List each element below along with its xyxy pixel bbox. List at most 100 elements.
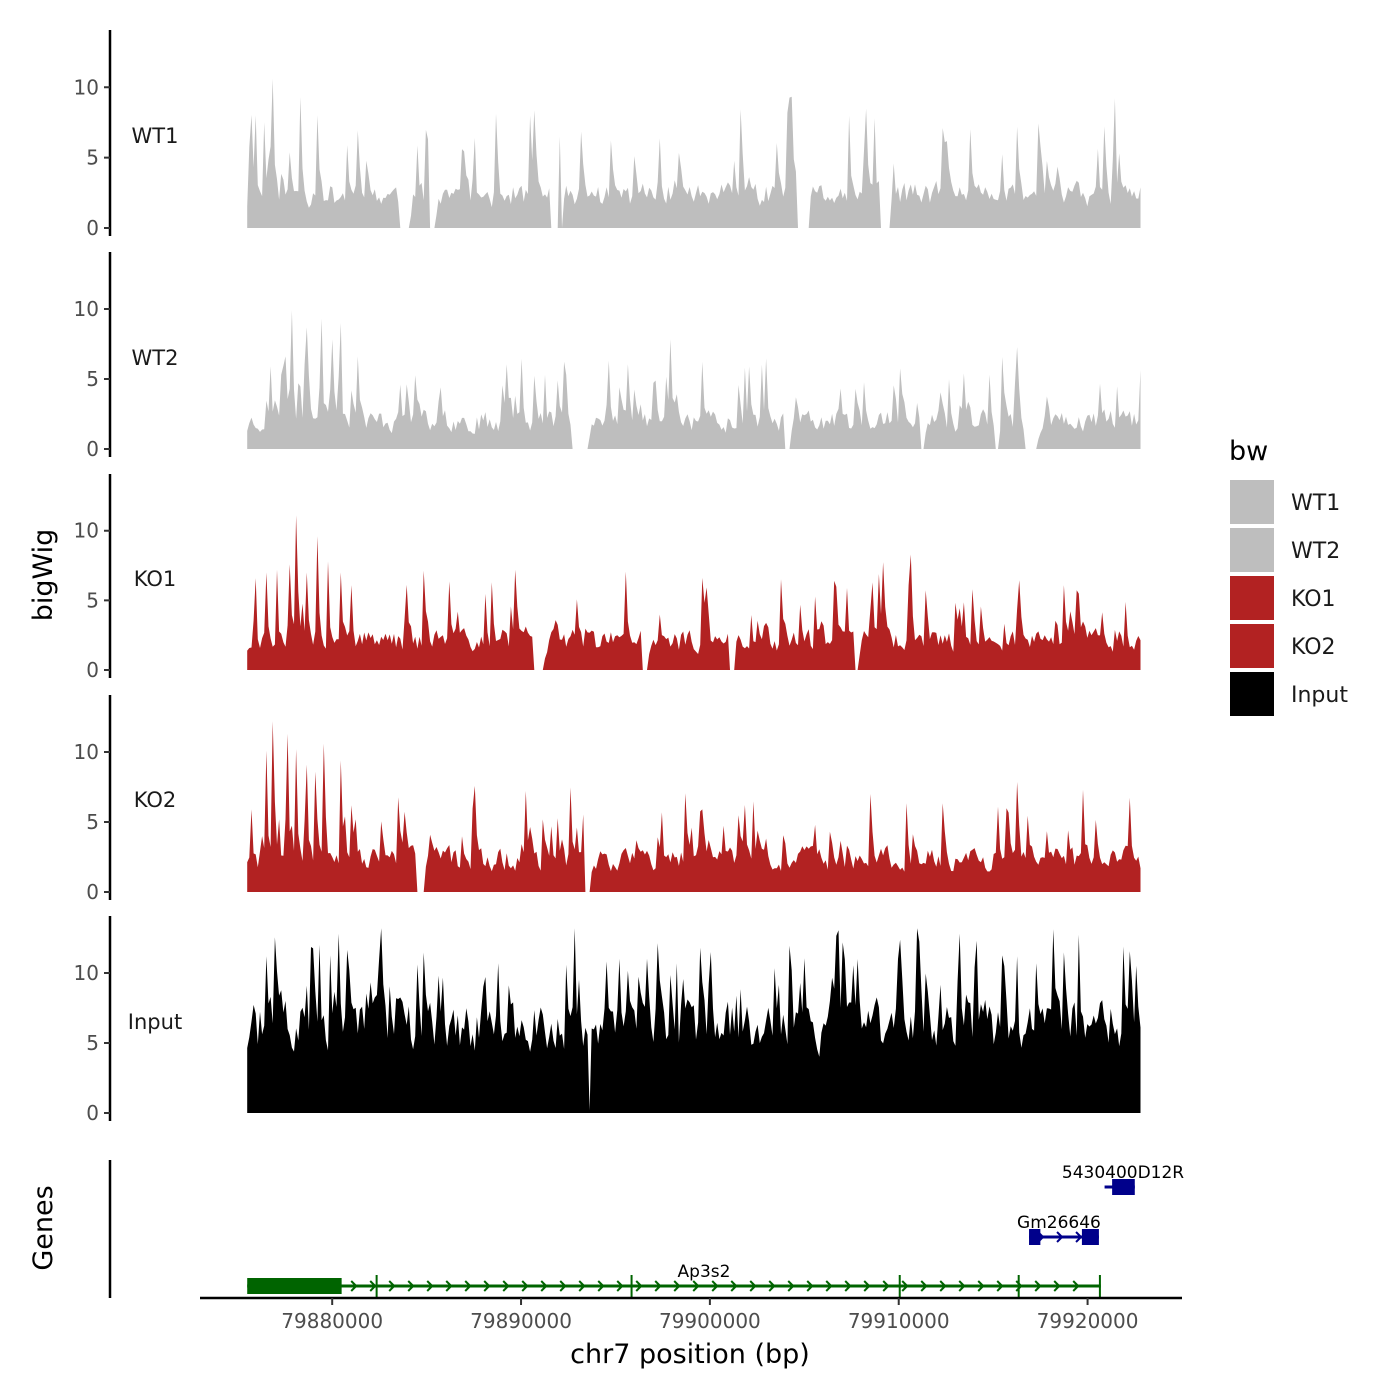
gene-exon [1029,1229,1041,1245]
strand-arrow [559,1280,567,1292]
y-tick-label: 0 [86,658,99,682]
track-label-wt1: WT1 [132,124,179,148]
gene-label: 5430400D12R [1062,1163,1184,1183]
strand-arrow [597,1280,605,1292]
strand-arrow [616,1280,624,1292]
strand-arrow [1053,1280,1061,1292]
strand-arrow [540,1280,548,1292]
legend-label: WT1 [1291,491,1340,516]
x-tick-label: 79880000 [281,1309,383,1333]
gene-ap3s2: Ap3s2 [247,1262,1101,1297]
strand-arrow [635,1280,643,1292]
legend: bw WT1 WT2 KO1 KO2 Input [1229,436,1348,716]
y-tick-label: 5 [86,146,99,170]
strand-arrow [844,1280,852,1292]
strand-arrow [711,1280,719,1292]
strand-arrow [749,1280,757,1292]
gene-5430400d12r: 5430400D12R [1062,1163,1184,1195]
gene-exon [375,1275,378,1297]
legend-entry-ko1: KO1 [1230,576,1336,620]
strand-arrow [673,1280,681,1292]
track-input: 0 5 10 Input [74,916,1141,1125]
strand-arrow [502,1280,510,1292]
y-tick-label: 5 [86,1031,99,1055]
track-label-wt2: WT2 [132,346,179,370]
strand-arrow [825,1280,833,1292]
gene-gm26646: Gm26646 [1017,1213,1101,1245]
track-wt1: 0 5 10 WT1 [74,30,1141,240]
legend-label: Input [1291,683,1348,708]
strand-arrow [863,1280,871,1292]
strand-arrow [939,1280,947,1292]
legend-title: bw [1229,436,1268,467]
strand-arrow [407,1280,415,1292]
gene-exon [898,1275,901,1297]
track-ko2: 0 5 10 KO2 [74,695,1141,904]
strand-arrow [1072,1280,1080,1292]
signal-area-input [247,928,1141,1113]
track-label-ko1: KO1 [134,567,177,591]
signal-area-ko1 [247,515,1141,670]
strand-arrow [654,1280,662,1292]
strand-arrow [806,1280,814,1292]
x-tick-label: 79890000 [470,1309,572,1333]
y-tick-label: 5 [86,810,99,834]
y-tick-label: 5 [86,588,99,612]
strand-arrow [350,1280,358,1292]
y-tick-label: 0 [86,880,99,904]
gene-exon [1098,1275,1101,1297]
legend-label: KO2 [1291,635,1336,660]
strand-arrow [1075,1231,1083,1243]
strand-arrow [977,1280,985,1292]
strand-arrow [692,1280,700,1292]
y-tick-label: 0 [86,216,99,240]
strand-arrow [996,1280,1004,1292]
x-axis: 79880000 79890000 79900000 79910000 79920000 [200,1296,1182,1333]
legend-swatch [1230,576,1274,620]
x-tick-label: 79920000 [1037,1309,1139,1333]
gene-exon [630,1275,633,1297]
gene-label: Ap3s2 [678,1262,731,1282]
signal-tracks: 0 5 10 WT1 0 5 10 WT2 0 5 10 KO1 0 5 10 KO2 0 5 10 Input [74,30,1141,1125]
gene-exon [247,1278,342,1294]
legend-entry-ko2: KO2 [1230,624,1336,668]
legend-swatch [1230,672,1274,716]
x-axis-title: chr7 position (bp) [570,1339,810,1370]
x-tick-label: 79910000 [848,1309,950,1333]
genes-axis-title: Genes [28,1185,59,1270]
x-tick-label: 79900000 [659,1309,761,1333]
strand-arrow [901,1280,909,1292]
strand-arrow [388,1280,396,1292]
strand-arrow [483,1280,491,1292]
y-tick-label: 10 [74,75,99,99]
signal-area-wt2 [247,310,1141,449]
legend-label: KO1 [1291,587,1336,612]
track-label-ko2: KO2 [134,788,177,812]
strand-arrow [369,1280,377,1292]
y-tick-label: 10 [74,519,99,543]
gene-exon [1081,1229,1099,1245]
strand-arrow [426,1280,434,1292]
y-axis-title: bigWig [28,529,59,622]
y-tick-label: 10 [74,297,99,321]
strand-arrow [1034,1280,1042,1292]
gene-track: Ap3s2 Gm26646 5430400D12R [108,1160,1184,1298]
signal-area-ko2 [247,721,1141,892]
y-tick-label: 5 [86,367,99,391]
y-tick-label: 0 [86,1101,99,1125]
y-tick-label: 10 [74,961,99,985]
legend-entry-input: Input [1230,672,1348,716]
strand-arrow [445,1280,453,1292]
strand-arrow [958,1280,966,1292]
strand-arrow [1056,1231,1064,1243]
strand-arrow [730,1280,738,1292]
signal-area-wt1 [247,78,1141,228]
gene-exon [1112,1179,1135,1195]
legend-entry-wt2: WT2 [1230,528,1340,572]
y-tick-label: 10 [74,740,99,764]
track-ko1: 0 5 10 KO1 [74,474,1141,682]
strand-arrow [578,1280,586,1292]
strand-arrow [521,1280,529,1292]
legend-swatch [1230,624,1274,668]
